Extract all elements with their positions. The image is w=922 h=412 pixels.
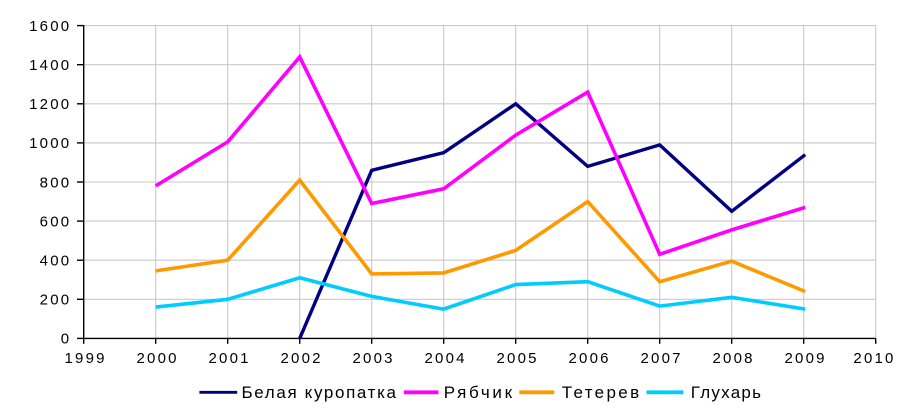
svg-text:0: 0: [61, 331, 72, 348]
svg-text:2008: 2008: [713, 350, 755, 367]
svg-text:2006: 2006: [569, 350, 611, 367]
svg-text:800: 800: [40, 174, 72, 191]
svg-text:1999: 1999: [65, 350, 107, 367]
svg-text:2002: 2002: [281, 350, 323, 367]
svg-text:1200: 1200: [29, 96, 71, 113]
svg-text:2004: 2004: [425, 350, 467, 367]
svg-text:2009: 2009: [785, 350, 827, 367]
svg-text:2005: 2005: [497, 350, 539, 367]
svg-text:2000: 2000: [137, 350, 179, 367]
svg-text:1400: 1400: [29, 57, 71, 74]
svg-text:400: 400: [40, 253, 72, 270]
svg-text:Белая куропатка: Белая куропатка: [242, 383, 397, 402]
svg-text:2007: 2007: [641, 350, 683, 367]
svg-text:1000: 1000: [29, 135, 71, 152]
svg-text:Глухарь: Глухарь: [691, 383, 761, 402]
svg-text:1600: 1600: [29, 18, 71, 35]
svg-text:200: 200: [40, 292, 72, 309]
svg-text:2003: 2003: [353, 350, 395, 367]
svg-text:2001: 2001: [209, 350, 251, 367]
svg-text:2010: 2010: [853, 350, 895, 367]
svg-text:600: 600: [40, 213, 72, 230]
svg-text:Рябчик: Рябчик: [444, 383, 513, 402]
svg-text:Тетерев: Тетерев: [562, 383, 639, 402]
